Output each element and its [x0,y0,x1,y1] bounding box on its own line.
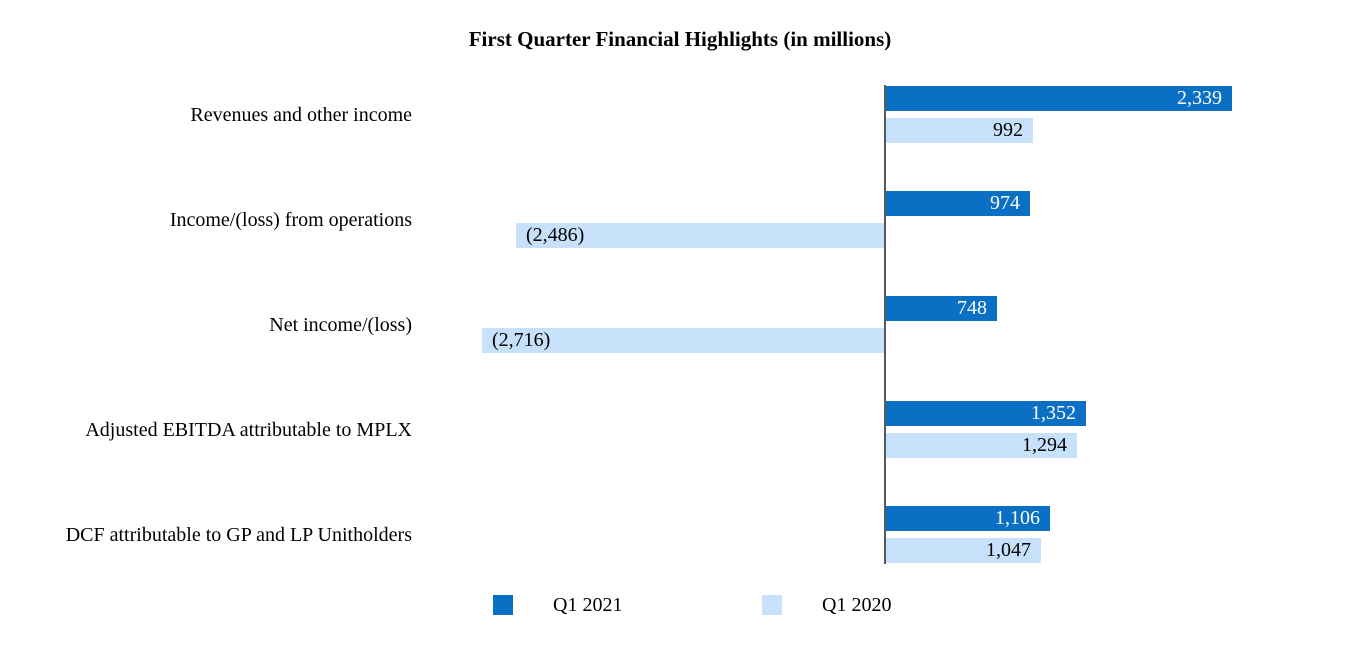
bar-q1-2021: 1,106 [886,506,1050,531]
bar-q1-2021: 748 [886,296,997,321]
bar-q1-2021: 974 [886,191,1030,216]
chart-title: First Quarter Financial Highlights (in m… [468,27,892,51]
zero-axis-line [884,85,886,564]
category-label: Revenues and other income [190,103,412,126]
category-label: Adjusted EBITDA attributable to MPLX [85,418,412,441]
bar-q1-2020: (2,486) [516,223,884,248]
bar-value-label: (2,486) [526,224,585,246]
bar-value-label: 992 [993,119,1023,141]
bar-q1-2020: (2,716) [482,328,884,353]
bar-value-label: 1,047 [986,539,1031,561]
bar-q1-2021: 1,352 [886,401,1086,426]
bar-q1-2020: 1,294 [886,433,1077,458]
bar-q1-2020: 1,047 [886,538,1041,563]
category-label: Income/(loss) from operations [169,208,412,231]
bar-value-label: 1,294 [1022,434,1067,456]
legend-label-q1-2021: Q1 2021 [553,594,623,616]
bar-value-label: 974 [990,192,1020,214]
category-label: Net income/(loss) [269,313,412,336]
bar-value-label: (2,716) [492,329,551,351]
legend-swatch-q1-2020 [762,595,782,615]
bar-value-label: 2,339 [1177,87,1222,109]
bar-value-label: 1,352 [1031,402,1076,424]
bar-value-label: 748 [957,297,987,319]
legend-label-q1-2020: Q1 2020 [822,594,892,616]
bar-value-label: 1,106 [995,507,1040,529]
category-label: DCF attributable to GP and LP Unitholder… [65,523,412,546]
bar-q1-2020: 992 [886,118,1033,143]
bar-q1-2021: 2,339 [886,86,1232,111]
legend-swatch-q1-2021 [493,595,513,615]
